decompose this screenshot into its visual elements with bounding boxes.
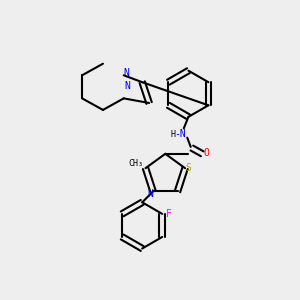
Text: CH₃: CH₃ [129, 159, 144, 168]
Text: O: O [204, 148, 210, 158]
Text: N: N [123, 68, 129, 78]
Text: F: F [166, 209, 172, 219]
Text: H: H [171, 130, 176, 139]
Text: -N: -N [174, 129, 186, 139]
Text: N: N [124, 81, 130, 91]
Text: N: N [148, 189, 154, 199]
Text: S: S [186, 163, 191, 173]
